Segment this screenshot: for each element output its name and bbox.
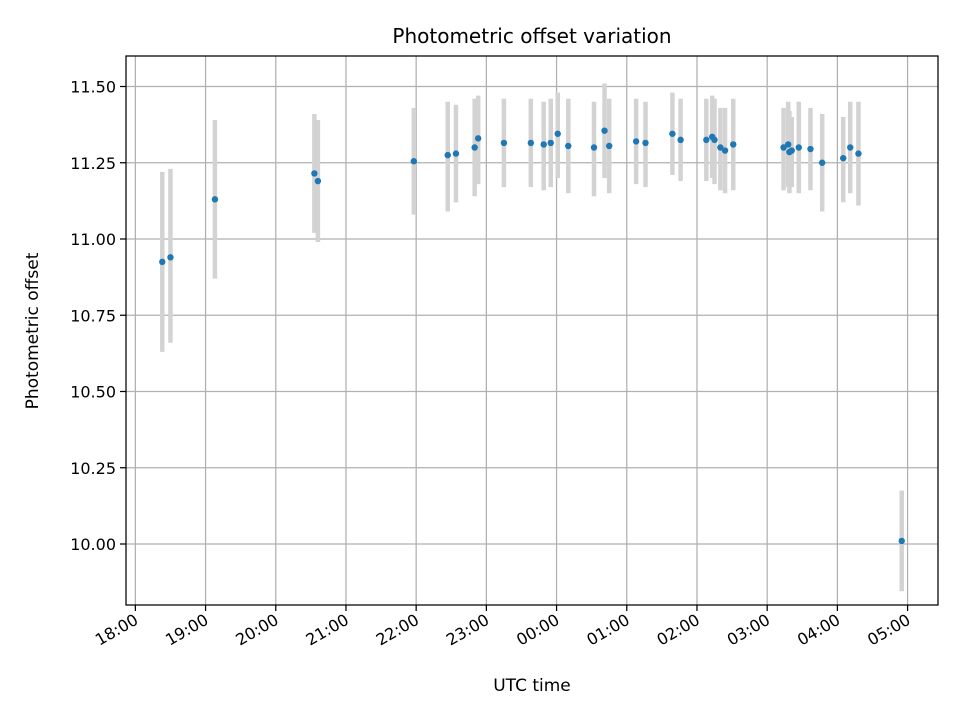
data-point — [554, 130, 561, 137]
y-tick-label: 11.00 — [70, 230, 116, 249]
data-point — [818, 159, 826, 166]
data-point — [703, 136, 710, 144]
data-point — [500, 139, 508, 147]
x-axis-label: UTC time — [493, 676, 571, 696]
data-points — [159, 127, 905, 545]
data-point — [711, 136, 718, 144]
data-point — [444, 151, 451, 159]
data-point — [601, 127, 608, 134]
plot-frame — [125, 55, 939, 606]
grid-lines — [126, 56, 938, 605]
data-point — [547, 139, 554, 147]
data-point — [788, 147, 795, 154]
data-point — [717, 144, 724, 151]
y-tick-label: 10.00 — [70, 535, 116, 554]
data-point — [565, 142, 572, 150]
data-point — [840, 154, 847, 162]
data-point — [795, 144, 802, 151]
data-point — [642, 139, 649, 147]
data-point — [474, 135, 482, 142]
y-tick-label: 11.50 — [70, 78, 116, 97]
data-point — [527, 139, 535, 147]
data-point — [606, 142, 613, 150]
data-point — [540, 141, 547, 148]
data-point — [471, 144, 478, 151]
data-point — [847, 144, 854, 151]
y-axis-ticks: 10.00 10.25 10.50 10.75 11.00 11.25 11.50 — [70, 78, 126, 554]
y-axis-label: Photometric offset — [23, 252, 43, 409]
data-point — [311, 170, 318, 177]
y-tick-label: 10.75 — [70, 306, 116, 325]
data-point — [677, 136, 684, 144]
data-point — [785, 141, 792, 148]
y-tick-label: 11.25 — [70, 154, 116, 173]
data-point — [590, 144, 598, 151]
data-point — [159, 258, 166, 266]
data-point — [211, 196, 219, 203]
data-point — [452, 150, 460, 157]
y-tick-label: 10.50 — [70, 383, 116, 402]
data-point — [167, 254, 174, 261]
data-point — [730, 141, 737, 148]
data-point — [632, 138, 640, 145]
data-point — [669, 130, 676, 137]
chart-title: Photometric offset variation — [392, 24, 671, 48]
data-point — [807, 145, 814, 153]
data-point — [721, 147, 729, 154]
data-point — [410, 158, 418, 165]
data-point — [314, 177, 322, 185]
data-point — [780, 144, 787, 151]
y-tick-label: 10.25 — [70, 459, 116, 478]
data-point — [855, 150, 862, 157]
data-point — [898, 537, 905, 545]
